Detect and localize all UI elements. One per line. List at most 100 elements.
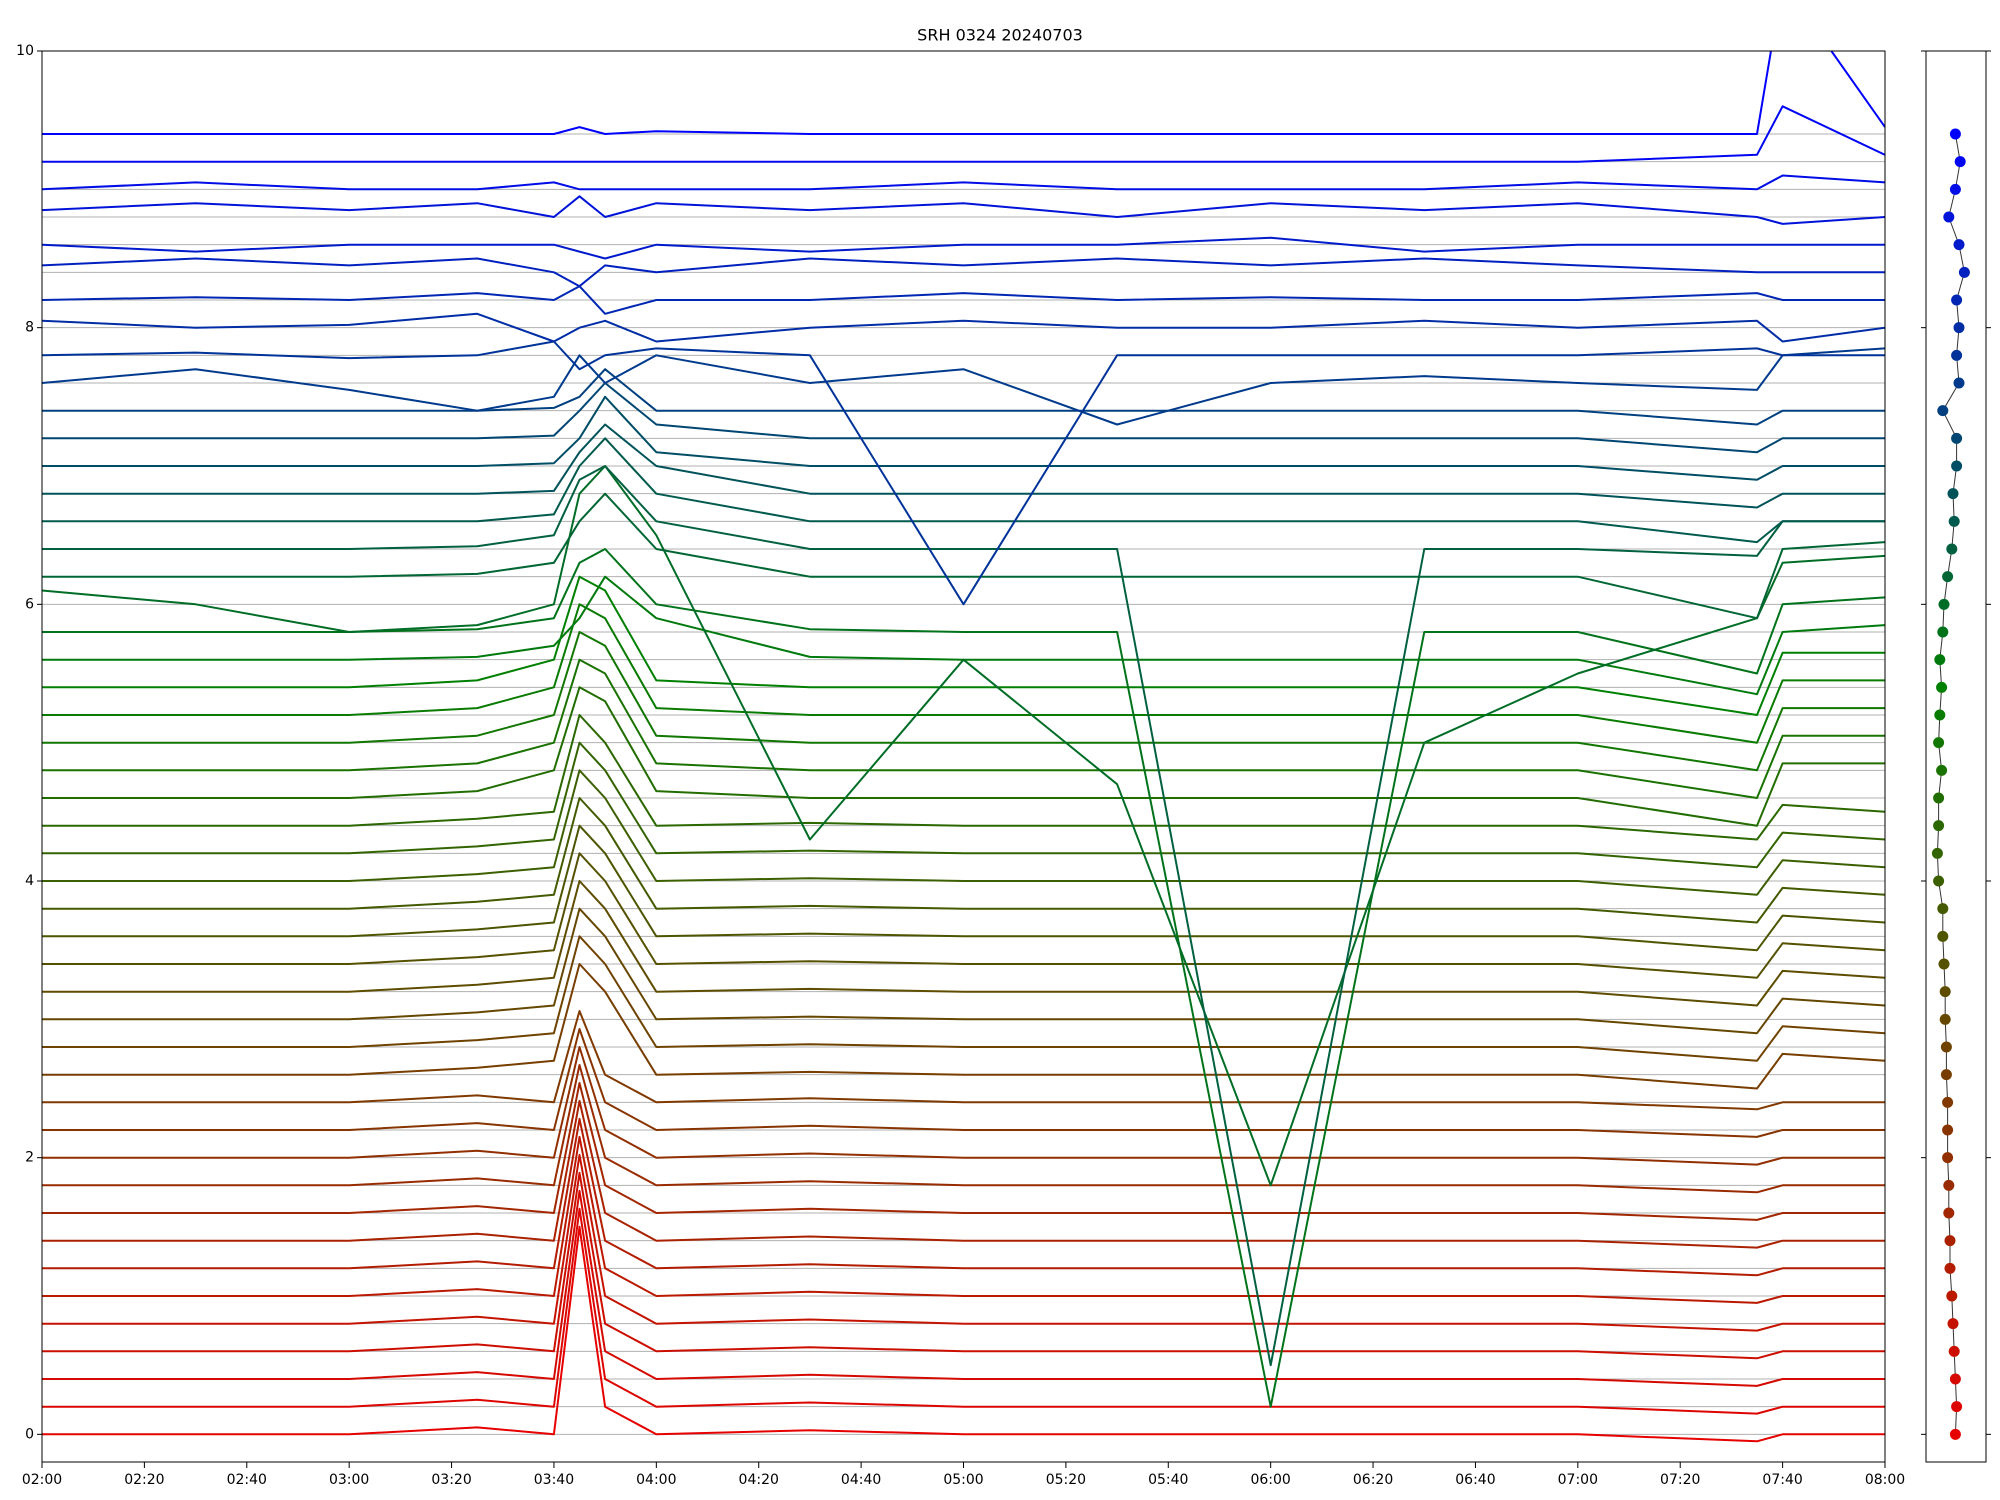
panel-dot	[1949, 128, 1961, 140]
panel-dot	[1942, 1096, 1954, 1108]
trace-line	[42, 174, 1885, 191]
y-tick-label: 0	[25, 1426, 34, 1442]
panel-dot	[1946, 543, 1958, 555]
x-tick-label: 04:40	[841, 1472, 881, 1488]
x-tick-label: 03:20	[431, 1472, 471, 1488]
trace-line	[42, 395, 1885, 481]
trace-line	[42, 340, 1885, 606]
panel-dot	[1954, 156, 1966, 168]
trace-line	[42, 935, 1885, 1062]
panel-dot	[1938, 958, 1950, 970]
panel-dot	[1953, 377, 1965, 389]
panel-dot	[1940, 1041, 1952, 1053]
panel-dot	[1947, 488, 1959, 500]
trace-line	[42, 714, 1885, 841]
y-tick-label: 10	[16, 43, 34, 59]
trace-line	[42, 1046, 1885, 1166]
panel-dot	[1949, 183, 1961, 195]
x-tick-label: 05:20	[1046, 1472, 1086, 1488]
trace-line	[42, 423, 1885, 509]
panel-dot	[1951, 460, 1963, 472]
trace-line	[42, 257, 1885, 288]
x-tick-label: 06:40	[1455, 1472, 1495, 1488]
panel-dot	[1939, 986, 1951, 998]
trace-line	[42, 1189, 1885, 1387]
trace-line	[42, 575, 1885, 696]
panel-dot	[1939, 1013, 1951, 1025]
x-tick-label: 02:40	[227, 1472, 267, 1488]
panel-dot	[1937, 903, 1949, 915]
x-tick-label: 05:00	[943, 1472, 983, 1488]
trace-line	[42, 658, 1885, 799]
panel-dot	[1951, 349, 1963, 361]
x-tick-label: 03:00	[329, 1472, 369, 1488]
plot-area	[42, 51, 1885, 1443]
panel-dot	[1951, 432, 1963, 444]
y-tick-label: 6	[25, 596, 34, 612]
trace-line	[42, 824, 1885, 952]
trace-line	[42, 852, 1885, 979]
trace-line	[42, 437, 1885, 544]
trace-line	[42, 1117, 1885, 1277]
panel-dot	[1937, 405, 1949, 417]
trace-line	[42, 1135, 1885, 1304]
x-tick-label: 04:20	[739, 1472, 779, 1488]
trace-line	[42, 769, 1885, 896]
trace-line	[42, 631, 1885, 772]
panel-dot	[1934, 709, 1946, 721]
trace-line	[42, 1171, 1885, 1360]
panel-dot	[1943, 1179, 1955, 1191]
panel-frame	[1925, 50, 1987, 1463]
trace-line	[42, 382, 1885, 454]
trace-line	[42, 548, 1885, 1408]
trace-line	[42, 1099, 1885, 1249]
side-panel	[1931, 128, 1970, 1440]
trace-line	[42, 1225, 1885, 1443]
panel-dot	[1948, 515, 1960, 527]
x-tick-label: 07:40	[1762, 1472, 1802, 1488]
trace-line	[42, 368, 1885, 426]
panel-dot	[1937, 930, 1949, 942]
trace-line	[42, 1028, 1885, 1138]
panel-dot	[1933, 737, 1945, 749]
x-tick-label: 07:00	[1558, 1472, 1598, 1488]
panel-dot	[1947, 1318, 1959, 1330]
x-tick-label: 03:40	[534, 1472, 574, 1488]
panel-dot	[1942, 1124, 1954, 1136]
x-tick-label: 02:20	[124, 1472, 164, 1488]
x-tick-label: 07:20	[1660, 1472, 1700, 1488]
panel-dot	[1942, 1152, 1954, 1164]
panel-dot	[1949, 1428, 1961, 1440]
panel-dot	[1948, 1345, 1960, 1357]
panel-dot	[1938, 598, 1950, 610]
panel-dot	[1933, 875, 1945, 887]
trace-line	[42, 907, 1885, 1035]
panel-dot	[1933, 820, 1945, 832]
panel-dot	[1931, 847, 1943, 859]
panel-dot	[1942, 571, 1954, 583]
x-tick-label: 02:00	[22, 1472, 62, 1488]
trace-line	[42, 880, 1885, 1007]
trace-line	[42, 686, 1885, 827]
panel-dot	[1943, 1207, 1955, 1219]
panel-dot	[1953, 239, 1965, 251]
trace-line	[42, 465, 1885, 1367]
x-tick-label: 05:40	[1148, 1472, 1188, 1488]
x-tick-label: 06:20	[1353, 1472, 1393, 1488]
panel-dot	[1940, 1069, 1952, 1081]
panel-dot	[1943, 211, 1955, 223]
panel-dot	[1934, 654, 1946, 666]
x-tick-label: 04:00	[636, 1472, 676, 1488]
x-tick-label: 08:00	[1865, 1472, 1905, 1488]
panel-dot	[1946, 1290, 1958, 1302]
panel-dot	[1933, 792, 1945, 804]
x-tick-label: 06:00	[1250, 1472, 1290, 1488]
panel-dot	[1949, 1373, 1961, 1385]
trace-line	[42, 741, 1885, 869]
y-tick-label: 8	[25, 320, 34, 336]
trace-line	[42, 195, 1885, 225]
y-tick-label: 4	[25, 873, 34, 889]
trace-line	[42, 1207, 1885, 1415]
trace-line	[42, 1010, 1885, 1111]
trace-line	[42, 1153, 1885, 1332]
